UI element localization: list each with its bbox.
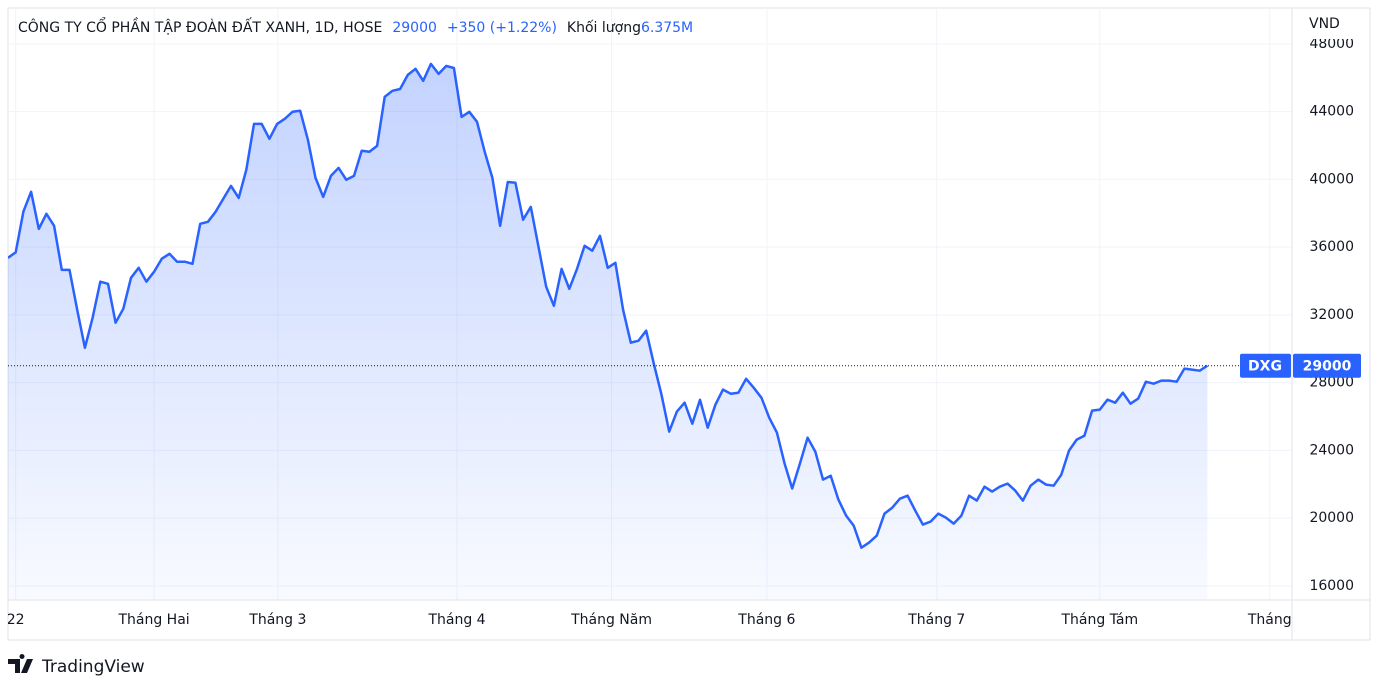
x-tick-label: Tháng 4 xyxy=(427,612,485,628)
y-tick-label: 40000 xyxy=(1309,171,1354,187)
brand-logo xyxy=(8,653,33,673)
y-tick-label: 48000 xyxy=(1309,36,1354,52)
symbol-badge xyxy=(1240,353,1291,378)
y-tick-label: 32000 xyxy=(1309,307,1354,323)
y-tick-label: 20000 xyxy=(1309,510,1354,526)
x-tick-label: Tháng Hai xyxy=(117,612,189,628)
x-tick-label: 22 xyxy=(7,612,25,628)
volume: 6.375M xyxy=(641,20,693,36)
y-tick-label: 24000 xyxy=(1309,442,1354,458)
title: CÔNG TY CỔ PHẦN TẬP ĐOÀN ĐẤT XANH, 1D, H… xyxy=(18,17,382,36)
x-tick-label: Tháng xyxy=(1247,612,1292,628)
last-price: 29000 xyxy=(392,20,437,36)
x-tick-label: Tháng Tám xyxy=(1060,612,1138,628)
y-tick-label: 44000 xyxy=(1309,104,1354,120)
volume-label: Khối lượng xyxy=(567,19,641,36)
y-tick-label: 28000 xyxy=(1309,375,1354,391)
area-fill xyxy=(8,63,1208,600)
x-tick-label: Tháng 6 xyxy=(737,612,795,628)
brand: TradingView xyxy=(41,657,145,677)
unit-bg xyxy=(1293,9,1369,39)
logo-mark xyxy=(8,653,33,673)
symbol-label: DXG xyxy=(1248,359,1282,375)
price-badge xyxy=(1293,353,1361,378)
y-tick-label: 16000 xyxy=(1309,578,1354,594)
x-tick-label: Tháng 7 xyxy=(907,612,965,628)
x-tick-label: Tháng Năm xyxy=(570,612,652,628)
change: +350 (+1.22%) xyxy=(447,20,557,36)
legend-header: CÔNG TY CỔ PHẦN TẬP ĐOÀN ĐẤT XANH, 1D, H… xyxy=(18,17,693,36)
price-line xyxy=(8,62,1209,549)
y-tick-label: 36000 xyxy=(1309,239,1354,255)
price-badge-label: 29000 xyxy=(1303,359,1352,375)
x-tick-label: Tháng 3 xyxy=(248,612,306,628)
y-unit: VND xyxy=(1309,16,1340,32)
